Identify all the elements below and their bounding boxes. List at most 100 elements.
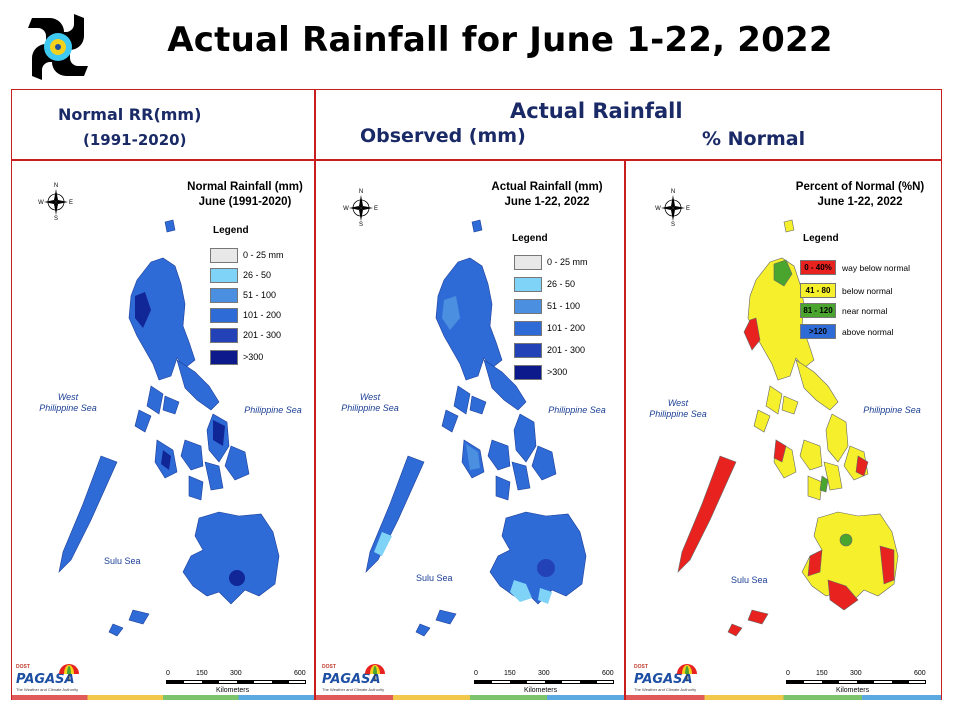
- pagasa-tag: The Weather and Climate Authority: [16, 687, 79, 692]
- legend-row: >300: [210, 350, 340, 366]
- compass-rose-icon: N S W E: [343, 189, 378, 226]
- header-normal-line1: Normal RR(mm): [58, 105, 202, 124]
- scale-tick: 600: [294, 670, 306, 677]
- scale-tick: 150: [196, 670, 208, 677]
- pagasa-tag: The Weather and Climate Authority: [634, 687, 697, 692]
- sea-label-west: West Philippine Sea: [340, 392, 400, 414]
- compass-e: E: [374, 206, 378, 212]
- compass-e: E: [69, 200, 73, 206]
- legend-row: 0 - 25 mm: [210, 248, 340, 264]
- pagasa-brand: DOST PAGASA The Weather and Climate Auth…: [322, 664, 392, 692]
- slide-title: Actual Rainfall for June 1-22, 2022: [167, 20, 833, 60]
- legend-label: 101 - 200: [547, 323, 586, 333]
- panel-actual-title-2: June 1-22, 2022: [504, 196, 590, 208]
- pagasa-name: PAGASA: [634, 672, 693, 687]
- legend-swatch-4: [514, 343, 542, 358]
- sea-label-sulu: Sulu Sea: [416, 573, 453, 583]
- scale-tick: 300: [230, 670, 242, 677]
- legend-swatch-1: 41 - 80: [800, 283, 836, 298]
- compass-n: N: [54, 183, 58, 189]
- legend-row: 201 - 300: [514, 343, 644, 359]
- sea-west-line2: Philippine Sea: [39, 403, 97, 413]
- legend-row: 41 - 80 below normal: [800, 283, 940, 299]
- scale-bar-actual: 0 150 300 600 Kilometers: [474, 670, 624, 700]
- map-actual: [365, 219, 587, 637]
- umbrella-icon: [677, 664, 697, 681]
- legend-label: 26 - 50: [243, 270, 272, 280]
- legend-label: 51 - 100: [243, 290, 277, 300]
- legend-label: 0 - 25 mm: [547, 257, 588, 267]
- sea-label-sulu: Sulu Sea: [104, 556, 141, 566]
- legend-row: 0 - 40% way below normal: [800, 260, 940, 276]
- legend-label: 51 - 100: [547, 301, 581, 311]
- scale-tick: 0: [474, 670, 478, 677]
- legend-row: 201 - 300: [210, 328, 340, 344]
- sea-west-line2: Philippine Sea: [649, 409, 707, 419]
- scale-tick: 150: [504, 670, 516, 677]
- legend-swatch-0: [514, 255, 542, 270]
- sea-label-west: West Philippine Sea: [648, 398, 708, 420]
- scale-bar-percent: 0 150 300 600 Kilometers: [786, 670, 936, 700]
- scale-tick: 600: [914, 670, 926, 677]
- header-normal-line2: (1991-2020): [83, 131, 187, 149]
- legend-label: >300: [547, 367, 568, 377]
- compass-s: S: [671, 222, 675, 226]
- legend-label: >300: [243, 352, 264, 362]
- legend-row: 51 - 100: [514, 299, 644, 315]
- legend-swatch-5: [210, 350, 238, 365]
- sea-west-line1: West: [57, 392, 79, 402]
- umbrella-icon: [365, 664, 385, 681]
- pagasa-name: PAGASA: [16, 672, 75, 687]
- scale-tick: 600: [602, 670, 614, 677]
- legend-row: 26 - 50: [514, 277, 644, 293]
- scale-bar-normal: 0 150 300 600 Kilometers: [166, 670, 316, 700]
- panel-actual-title-1: Actual Rainfall (mm): [491, 181, 603, 193]
- legend-swatch-2: [514, 299, 542, 314]
- compass-s: S: [54, 216, 58, 220]
- sea-label-sulu: Sulu Sea: [731, 575, 768, 585]
- legend-title-actual: Legend: [512, 233, 548, 244]
- scale-tick: 300: [538, 670, 550, 677]
- compass-w: W: [343, 206, 349, 212]
- compass-s: S: [359, 222, 363, 226]
- legend-swatch-2: [210, 288, 238, 303]
- pagasa-brand: DOST PAGASA The Weather and Climate Auth…: [634, 664, 704, 692]
- legend-label: below normal: [842, 286, 893, 296]
- header-actual: Actual Rainfall: [510, 99, 683, 123]
- map-normal: [58, 219, 280, 637]
- legend-row: 101 - 200: [514, 321, 644, 337]
- legend-swatch-5: [514, 365, 542, 380]
- pagasa-small: DOST: [16, 664, 30, 670]
- sea-label-east: Philippine Sea: [863, 405, 921, 415]
- compass-e: E: [686, 206, 690, 212]
- legend-row: >120 above normal: [800, 324, 940, 340]
- bottom-stripe: [316, 695, 624, 700]
- header-frame-normal: [11, 89, 315, 160]
- panel-normal-title-1: Normal Rainfall (mm): [187, 181, 303, 193]
- legend-label: 201 - 300: [243, 330, 282, 340]
- compass-n: N: [671, 189, 675, 195]
- compass-w: W: [655, 206, 661, 212]
- legend-label: way below normal: [842, 263, 911, 273]
- legend-swatch-2: 81 - 120: [800, 303, 836, 318]
- scale-unit: Kilometers: [524, 687, 558, 694]
- compass-rose-icon: N S W E: [38, 183, 73, 220]
- scale-unit: Kilometers: [836, 687, 870, 694]
- legend-swatch-3: >120: [800, 324, 836, 339]
- legend-swatch-1: [514, 277, 542, 292]
- sea-west-line2: Philippine Sea: [341, 403, 399, 413]
- legend-swatch-3: [210, 308, 238, 323]
- legend-row: 0 - 25 mm: [514, 255, 644, 271]
- legend-swatch-3: [514, 321, 542, 336]
- scale-tick: 0: [786, 670, 790, 677]
- pagasa-logo: [24, 14, 92, 80]
- header-frame-actual: [315, 89, 942, 160]
- legend-swatch-0: 0 - 40%: [800, 260, 836, 275]
- legend-label: 0 - 25 mm: [243, 250, 284, 260]
- umbrella-icon: [59, 664, 79, 681]
- scale-bar: [474, 680, 614, 684]
- pagasa-small: DOST: [634, 664, 648, 670]
- legend-title-normal: Legend: [213, 225, 249, 236]
- panel-percent-title-1: Percent of Normal (%N): [795, 181, 925, 193]
- scale-bar: [786, 680, 926, 684]
